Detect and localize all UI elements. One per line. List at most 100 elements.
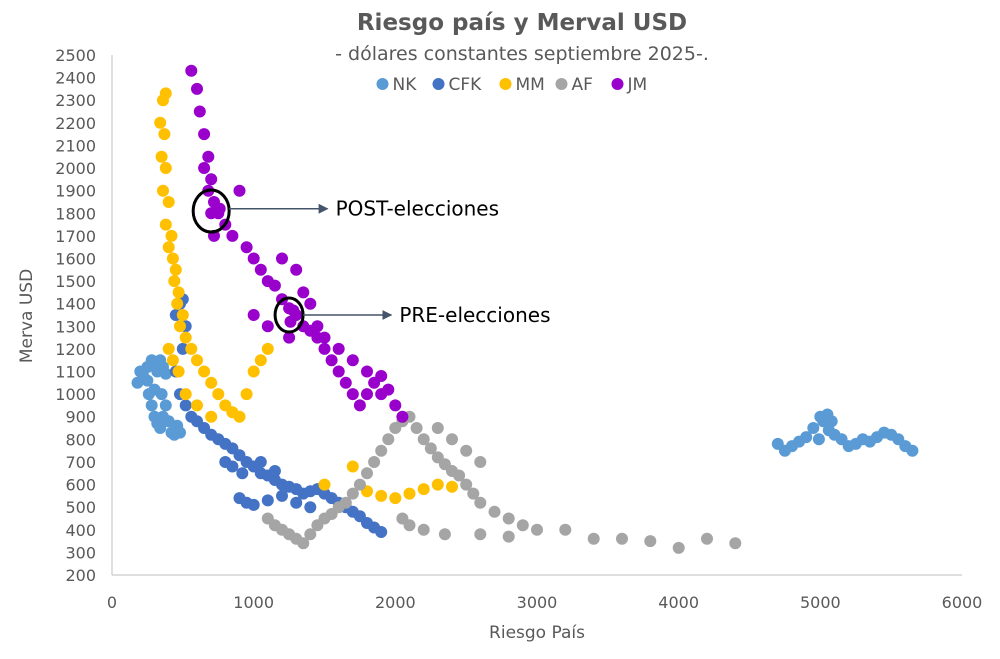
point-mm xyxy=(166,354,179,367)
point-cfk xyxy=(176,342,189,355)
annotation-circle xyxy=(191,188,231,234)
legend-item-nk: NK xyxy=(376,75,417,95)
y-tick-label: 1300 xyxy=(55,317,96,336)
x-tick-label: 5000 xyxy=(800,593,841,612)
point-af xyxy=(502,530,515,543)
point-jm xyxy=(311,320,324,333)
point-nk xyxy=(822,424,835,437)
y-tick-label: 1600 xyxy=(55,249,96,268)
y-tick-label: 1000 xyxy=(55,385,96,404)
y-tick-label: 600 xyxy=(65,476,96,495)
point-mm xyxy=(159,87,172,100)
point-mm xyxy=(346,460,359,473)
point-mm xyxy=(240,388,253,401)
point-mm xyxy=(158,128,171,141)
y-tick-label: 2100 xyxy=(55,136,96,155)
series-mm xyxy=(154,87,458,505)
point-jm xyxy=(332,342,345,355)
point-jm xyxy=(185,64,198,77)
point-af xyxy=(474,496,487,509)
point-cfk xyxy=(304,501,317,514)
point-mm xyxy=(431,478,444,491)
chart-title: Riesgo país y Merval USD xyxy=(357,10,687,36)
point-mm xyxy=(212,388,225,401)
point-af xyxy=(382,433,395,446)
point-jm xyxy=(287,304,300,317)
legend-item-af: AF xyxy=(555,75,593,95)
point-jm xyxy=(284,315,297,328)
point-jm xyxy=(193,105,206,118)
point-jm xyxy=(375,370,388,382)
y-tick-label: 2300 xyxy=(55,91,96,110)
y-tick-label: 1200 xyxy=(55,340,96,359)
legend-marker-nk xyxy=(376,78,389,90)
point-cfk xyxy=(226,460,239,473)
y-tick-label: 2000 xyxy=(55,159,96,178)
point-af xyxy=(488,505,501,518)
point-jm xyxy=(318,342,331,355)
point-nk xyxy=(154,422,167,434)
y-tick-label: 200 xyxy=(65,566,96,585)
x-tick-label: 3000 xyxy=(517,593,558,612)
series-nk xyxy=(131,354,919,457)
chart-subtitle: - dólares constantes septiembre 2025-. xyxy=(335,43,709,65)
legend-label-af: AF xyxy=(572,75,593,95)
point-af xyxy=(616,532,628,545)
data-points xyxy=(131,64,919,554)
annotations: POST-elecciones PRE-elecciones xyxy=(191,188,551,334)
point-af xyxy=(339,496,352,509)
y-tick-label: 1400 xyxy=(55,295,96,314)
point-nk xyxy=(145,399,158,412)
point-mm xyxy=(205,410,218,423)
series-cfk xyxy=(169,293,388,538)
x-tick-label: 6000 xyxy=(942,593,983,612)
point-mm xyxy=(375,489,388,502)
point-jm xyxy=(202,150,215,163)
y-tick-label: 1500 xyxy=(55,272,96,291)
legend-item-jm: JM xyxy=(611,75,648,95)
point-jm xyxy=(396,410,409,423)
point-jm xyxy=(339,376,352,389)
point-mm xyxy=(198,365,211,378)
series-jm xyxy=(185,64,409,423)
point-cfk xyxy=(254,456,267,468)
point-nk xyxy=(812,433,825,446)
point-mm xyxy=(318,478,331,491)
point-mm xyxy=(166,252,179,265)
y-tick-label: 900 xyxy=(65,408,96,427)
point-af xyxy=(467,487,480,500)
x-tick-label: 0 xyxy=(107,593,117,612)
point-mm xyxy=(162,241,175,254)
point-af xyxy=(531,523,543,536)
point-af xyxy=(460,478,473,491)
point-jm xyxy=(268,279,281,292)
point-af xyxy=(297,537,310,550)
point-nk xyxy=(825,415,838,428)
point-af xyxy=(502,512,515,525)
point-jm xyxy=(297,286,310,299)
point-af xyxy=(438,528,451,541)
point-cfk xyxy=(290,496,303,509)
point-mm xyxy=(179,388,192,401)
legend-marker-jm xyxy=(611,78,624,90)
point-af xyxy=(361,467,373,480)
point-af xyxy=(431,422,444,434)
point-jm xyxy=(191,82,203,95)
point-mm xyxy=(176,309,189,321)
point-jm xyxy=(276,252,288,265)
point-nk xyxy=(174,426,186,439)
y-tick-label: 300 xyxy=(65,543,96,562)
point-mm xyxy=(185,342,198,355)
y-tick-label: 400 xyxy=(65,521,96,540)
point-mm xyxy=(172,286,185,299)
legend-item-cfk: CFK xyxy=(432,75,482,95)
point-nk xyxy=(155,388,168,401)
legend-label-jm: JM xyxy=(627,75,648,95)
point-mm xyxy=(174,320,186,333)
point-jm xyxy=(213,202,226,215)
point-mm xyxy=(154,116,167,129)
point-af xyxy=(417,433,430,446)
y-tick-label: 2400 xyxy=(55,69,96,88)
